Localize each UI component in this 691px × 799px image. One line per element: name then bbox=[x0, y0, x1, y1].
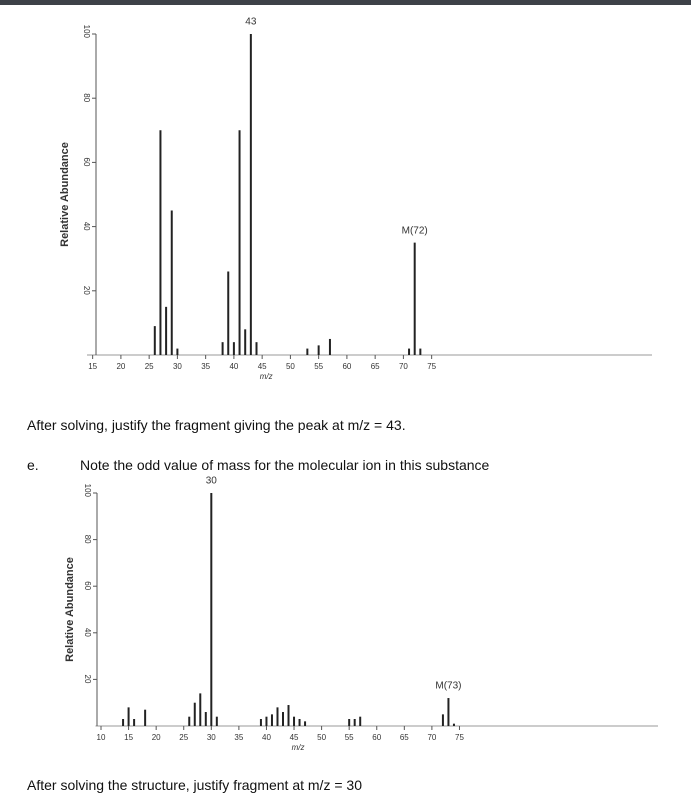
x-tick-label: 65 bbox=[371, 362, 380, 371]
x-tick-label: 70 bbox=[399, 362, 408, 371]
x-tick-label: 25 bbox=[179, 733, 188, 742]
question: After solving, justify the fragment givi… bbox=[27, 417, 406, 433]
x-tick-label: 15 bbox=[88, 362, 97, 371]
x-tick-label: 50 bbox=[286, 362, 295, 371]
peak-annotation: M(72) bbox=[402, 225, 428, 236]
y-tick-label: 80 bbox=[83, 535, 92, 544]
x-tick-label: 70 bbox=[427, 733, 436, 742]
y-tick-label: 20 bbox=[83, 674, 92, 683]
y-tick-label: 60 bbox=[83, 581, 92, 590]
y-tick-label: 100 bbox=[83, 484, 92, 498]
x-tick-label: 40 bbox=[229, 362, 238, 371]
y-tick-label: 100 bbox=[82, 25, 91, 39]
x-tick-label: 75 bbox=[455, 733, 464, 742]
y-tick-label: 20 bbox=[82, 286, 91, 295]
y-axis-label: Relative Abundance bbox=[59, 142, 71, 247]
x-tick-label: 35 bbox=[234, 733, 243, 742]
x-tick-label: 60 bbox=[342, 362, 351, 371]
x-tick-label: 45 bbox=[290, 733, 299, 742]
x-tick-label: 60 bbox=[372, 733, 381, 742]
y-tick-label: 80 bbox=[82, 93, 91, 102]
note: Note the odd value of mass for the molec… bbox=[80, 457, 490, 473]
x-tick-label: 45 bbox=[258, 362, 267, 371]
x-tick-label: 35 bbox=[201, 362, 210, 371]
x-tick-label: 40 bbox=[262, 733, 271, 742]
x-tick-label: 15 bbox=[124, 733, 133, 742]
x-tick-label: 25 bbox=[145, 362, 154, 371]
y-tick-label: 60 bbox=[82, 157, 91, 166]
y-tick-label: 40 bbox=[83, 628, 92, 637]
x-tick-label: 50 bbox=[317, 733, 326, 742]
top-bar bbox=[0, 0, 691, 5]
question: After solving the structure, justify fra… bbox=[27, 777, 362, 793]
x-tick-label: 20 bbox=[116, 362, 125, 371]
x-tick-label: 30 bbox=[207, 733, 216, 742]
x-tick-label: 30 bbox=[173, 362, 182, 371]
item-marker: e. bbox=[27, 457, 39, 473]
x-tick-label: 75 bbox=[427, 362, 436, 371]
x-tick-label: 55 bbox=[345, 733, 354, 742]
x-tick-label: 65 bbox=[400, 733, 409, 742]
x-axis-label: m/z bbox=[292, 743, 305, 752]
peak-annotation: 30 bbox=[206, 476, 218, 487]
x-axis-label: m/z bbox=[260, 372, 273, 381]
x-tick-label: 55 bbox=[314, 362, 323, 371]
x-tick-label: 20 bbox=[152, 733, 161, 742]
peak-annotation: 43 bbox=[245, 17, 257, 28]
y-tick-label: 40 bbox=[82, 222, 91, 231]
y-axis-label: Relative Abundance bbox=[64, 557, 76, 662]
peak-annotation: M(73) bbox=[435, 681, 461, 692]
x-tick-label: 10 bbox=[97, 733, 106, 742]
